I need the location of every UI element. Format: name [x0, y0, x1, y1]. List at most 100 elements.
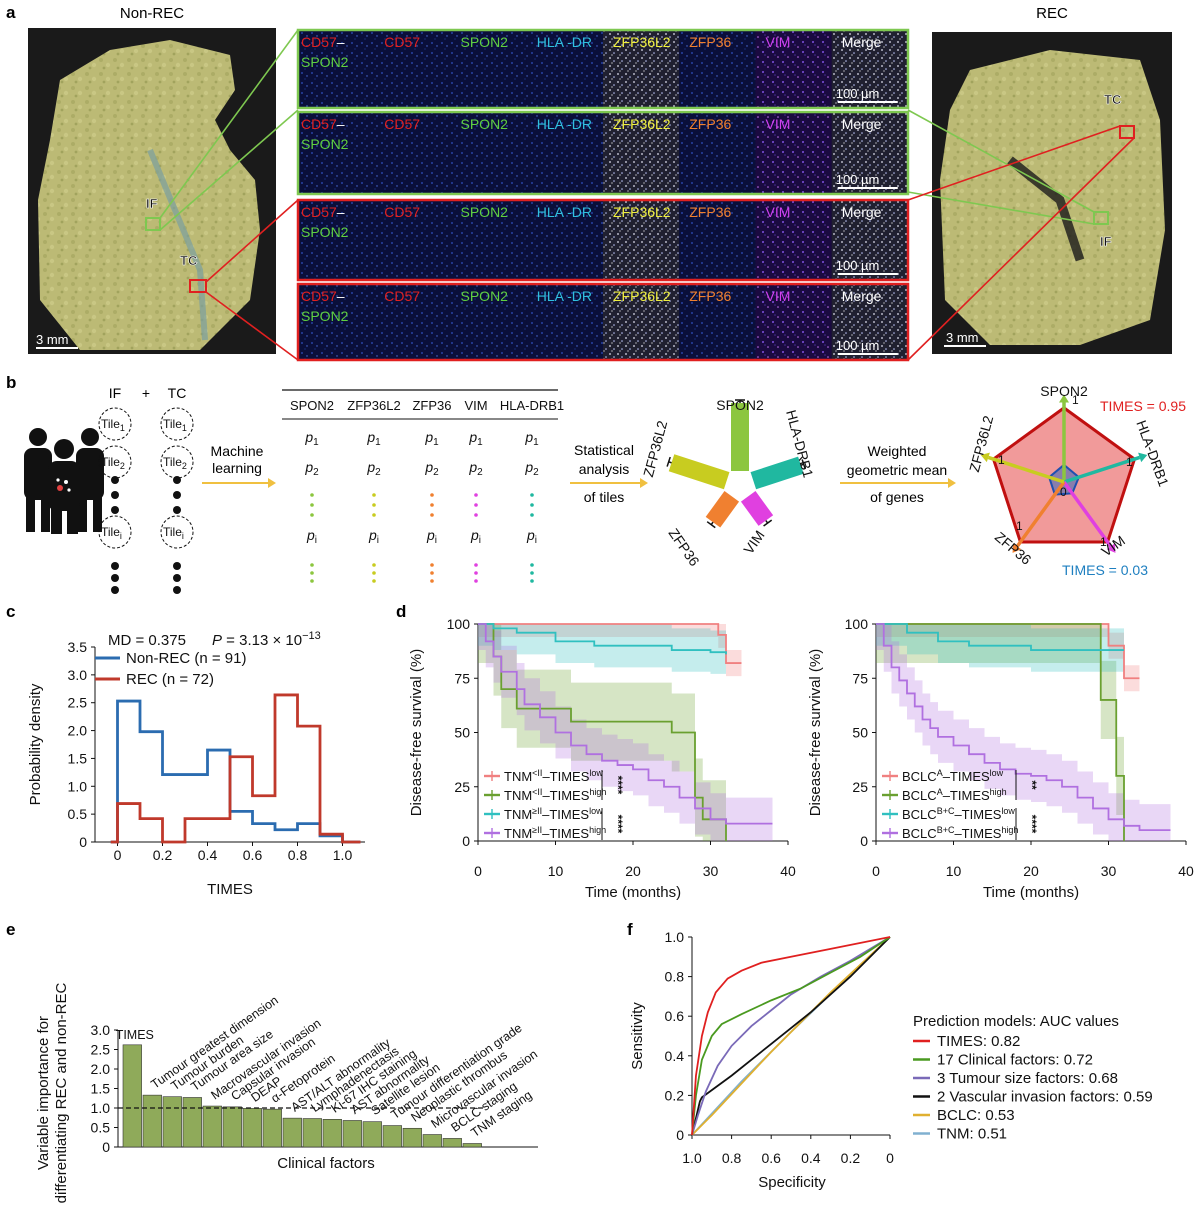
- ellipsis-dot: [372, 579, 376, 583]
- y-tick-label: 75: [852, 670, 868, 686]
- tile-label: Tile2: [101, 455, 125, 471]
- y-tick-label: 0.5: [91, 1120, 111, 1136]
- legend-label: BCLCB+C–TIMEShigh: [902, 825, 1018, 841]
- bar: [402, 1127, 422, 1148]
- channel-tile: [679, 284, 756, 360]
- x-tick-label: 0.4: [801, 1150, 821, 1166]
- bar: [222, 1106, 242, 1148]
- tile-columns: Tile1 Tile2 Tilei Tile1 Tile2 Tilei: [98, 407, 194, 594]
- significance-stars: ****: [1025, 815, 1039, 834]
- x-tick-label: 20: [1023, 863, 1039, 879]
- ellipsis-dot: [430, 513, 434, 517]
- y-tick-label: 0: [102, 1139, 110, 1155]
- ellipsis-dot: [310, 579, 314, 583]
- row-frame: [296, 198, 910, 282]
- panel-d-left-km: 0 10 20 30 40 0 25 50 75 100 TNM<II–TIMESlow TNM<II…: [408, 616, 796, 901]
- wgm-label-line2: geometric mean: [847, 462, 947, 478]
- channel-tile: [526, 112, 603, 194]
- bar: [262, 1108, 282, 1148]
- y-tick-label: 50: [454, 725, 470, 741]
- ml-label-line1: Machine: [211, 443, 264, 459]
- y-axis-label: Variable importance for: [35, 1016, 52, 1170]
- bar: [382, 1125, 402, 1148]
- bar: [422, 1134, 442, 1148]
- ellipsis-dot: [474, 513, 478, 517]
- multiplex-row: CD57– SPON2 CD57 SPON2 HLA -DR ZFP36L2 ZFP36 VI…: [296, 110, 910, 196]
- y-axis-label: differentiating REC and non-REC: [53, 982, 70, 1203]
- legend-label: 3 Tumour size factors: 0.68: [937, 1070, 1118, 1087]
- x-tick-label: 0.4: [198, 847, 218, 863]
- channel-label: CD57: [384, 204, 420, 220]
- channel-label: CD57–: [301, 34, 345, 50]
- bar: [282, 1117, 302, 1148]
- ellipsis-dot: [372, 493, 376, 497]
- ellipsis-dot: [372, 503, 376, 507]
- channel-label: SPON2: [301, 224, 349, 240]
- legend-sup: B+C: [937, 806, 955, 816]
- ellipsis-dot: [530, 579, 534, 583]
- if-header: IF: [109, 385, 121, 401]
- confidence-band: [478, 624, 742, 677]
- y-tick-label: 0: [79, 834, 87, 850]
- tile-circle: [160, 515, 194, 549]
- legend-label: BCLCA–TIMESlow: [902, 768, 1004, 784]
- microscale-label: 100 µm: [836, 258, 880, 273]
- radar-arrowhead: [1059, 394, 1069, 403]
- y-tick-label: 100: [447, 616, 471, 632]
- significance-stars: **: [1025, 780, 1039, 790]
- significance-stars: ****: [611, 815, 625, 834]
- zoom-connector-lines: [159, 29, 1135, 361]
- legend-mid: –TIMES: [943, 769, 990, 784]
- channel-tile: [755, 284, 832, 360]
- legend-sup2: low: [990, 768, 1004, 778]
- channel-tile: [298, 284, 375, 360]
- legend-sup: B+C: [937, 825, 955, 835]
- channel-tile: [450, 30, 527, 108]
- plus-sign: +: [142, 385, 150, 401]
- bar: [182, 1097, 202, 1148]
- y-tick-label: 0.8: [665, 969, 685, 985]
- channel-label: SPON2: [301, 308, 349, 324]
- radar-tick-one: 1: [1100, 535, 1107, 549]
- gene-bar-rect: [668, 454, 730, 490]
- error-bar: [668, 461, 672, 464]
- microscale-label: 100 µm: [836, 338, 880, 353]
- y-tick-label: 1.0: [665, 929, 685, 945]
- ml-arrow-head: [268, 478, 276, 488]
- y-tick-label: 2.0: [91, 1061, 111, 1077]
- legend-sup2: high: [990, 787, 1007, 797]
- legend-sup: A: [937, 787, 943, 797]
- channel-tile: [526, 200, 603, 280]
- significance-stars: ****: [611, 776, 625, 795]
- panel-f-letter: f: [627, 920, 633, 939]
- panel-c-letter: c: [6, 602, 15, 621]
- channel-tile: [831, 112, 908, 194]
- row-frame: [296, 110, 910, 196]
- radar-axis: [987, 455, 1065, 484]
- md-annotation: MD = 0.375: [108, 632, 186, 649]
- tile-subscript: 1: [120, 423, 125, 433]
- ellipsis-dot: [310, 493, 314, 497]
- x-tick-label: 0: [872, 863, 880, 879]
- y-axis-label: Sensitivity: [629, 1002, 646, 1070]
- panel-c: c 0 0.2 0.4 0.6 0.8 1.0 0 0.5 1.0 1.5 2.0 2.5 3.0 3.5…: [6, 602, 365, 898]
- ellipsis-dot: [111, 476, 119, 484]
- ellipsis-dot: [310, 563, 314, 567]
- probability-symbol: p2: [366, 459, 381, 478]
- probability-symbol: p2: [424, 459, 439, 478]
- x-tick-label: 0.2: [841, 1150, 861, 1166]
- legend-sup: <II: [532, 787, 542, 797]
- survival-curve: [478, 623, 742, 664]
- x-tick-label: 0: [474, 863, 482, 879]
- non-rec-tc-label: TC: [180, 253, 198, 268]
- survival-curve: [876, 623, 1124, 651]
- non-rec-title: Non-REC: [120, 5, 184, 22]
- y-tick-label: 1.5: [68, 750, 88, 766]
- channel-tile: [755, 112, 832, 194]
- probability-symbol: pi: [368, 527, 379, 546]
- y-tick-label: 1.0: [68, 778, 88, 794]
- ellipsis-dot: [111, 491, 119, 499]
- tile-label: Tile1: [163, 417, 187, 433]
- legend-sup2: high: [589, 787, 606, 797]
